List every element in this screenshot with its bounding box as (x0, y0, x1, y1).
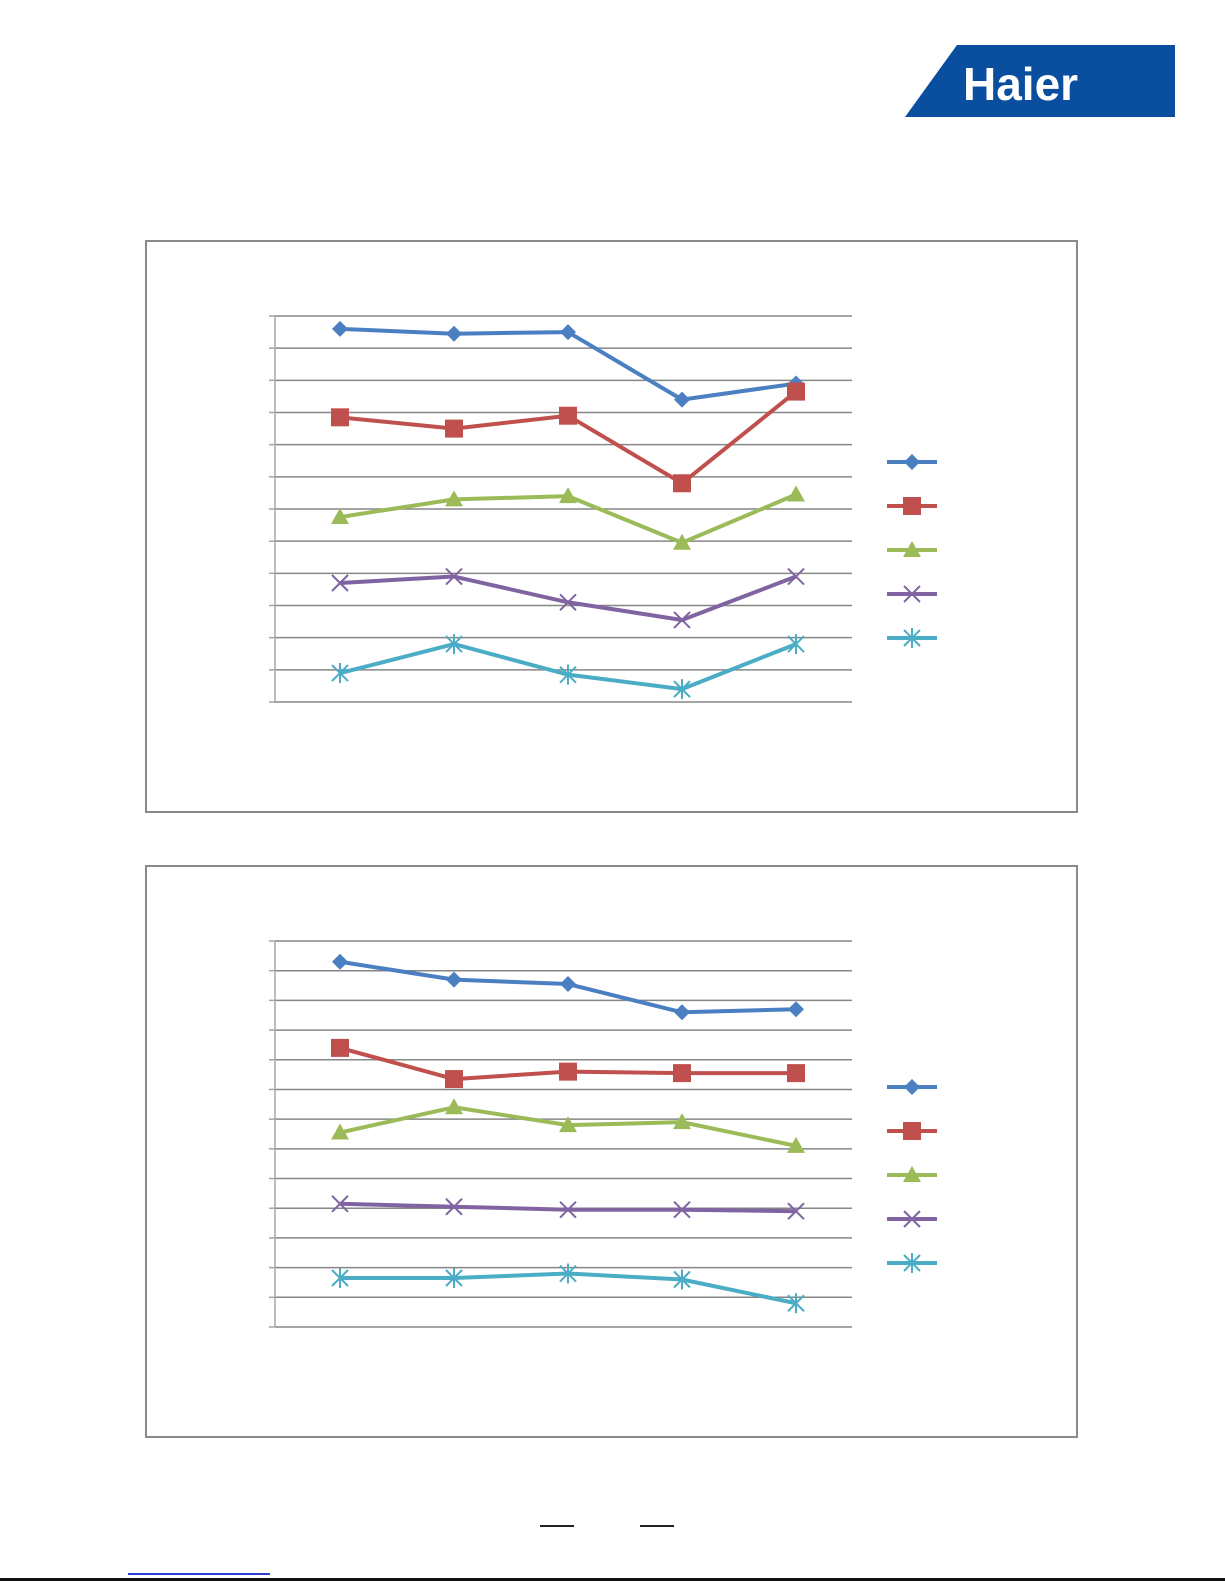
chart-1-series-2-point (331, 408, 349, 427)
chart-1-series-4-point (559, 593, 577, 611)
haier-logo: Haier (905, 45, 1175, 117)
chart-2-series-3-point (331, 1123, 349, 1140)
chart-2-legend-4-marker (903, 1210, 921, 1228)
chart-1-series-2-line (339, 390, 798, 486)
chart-2-series-5-point (331, 1268, 349, 1289)
chart-2-series-5-point (787, 1293, 805, 1314)
chart-2-series-1-point (560, 976, 576, 993)
chart-1-series-2-point (445, 419, 463, 438)
chart-1-legend-2-marker (903, 497, 921, 515)
chart-2-series-3-point (559, 1116, 577, 1133)
chart-1-series-2-point (673, 474, 691, 493)
footer-rule-left (540, 1525, 574, 1527)
chart-2-series-3-point (787, 1136, 805, 1153)
chart-1-series-4-point (331, 574, 349, 592)
chart-1-series-5-point (331, 663, 349, 684)
chart-1-series-2-point (787, 382, 805, 401)
chart-2-series-4-point (559, 1201, 577, 1219)
chart-1-series-3-point (673, 533, 691, 550)
chart-2-legend-2-marker (903, 1122, 921, 1140)
chart-panel-1 (145, 240, 1078, 813)
chart-2-legend-1-marker (904, 1079, 920, 1095)
chart-1-series-4-line (339, 574, 797, 622)
chart-1-series-2-point (559, 406, 577, 425)
chart-1-series-4-point (445, 567, 463, 586)
haier-logo-shape (905, 45, 1175, 117)
chart-2-series-3-point (445, 1098, 463, 1115)
chart-2-series-4-point (673, 1201, 691, 1219)
chart-2-series-1-point (332, 953, 348, 970)
chart-2-series-5-point (673, 1269, 691, 1290)
footer-link-underline (128, 1573, 270, 1575)
chart-2-series-1-point (788, 1001, 804, 1018)
chart-1-legend-3-marker (903, 541, 921, 557)
chart-1-series-3-point (445, 490, 463, 507)
chart-1-series-3-point (787, 485, 805, 502)
chart-1-series-1-point (446, 325, 462, 342)
chart-1-series-5-point (673, 679, 691, 700)
chart-1-series-1-point (674, 391, 690, 408)
chart-2-series-4-point (445, 1198, 463, 1216)
chart-1-series-5-point (787, 634, 805, 655)
chart-1-series-4-point (673, 611, 691, 629)
chart-2-series-1-point (446, 971, 462, 988)
chart-2-legend-3-marker (903, 1166, 921, 1182)
chart-1-legend-1-marker (904, 454, 920, 470)
footer-line (0, 1578, 1225, 1581)
chart-1-series-1-point (332, 320, 348, 337)
chart-2-series-5-point (559, 1263, 577, 1284)
chart-1-legend-4-marker (903, 585, 921, 603)
chart-2-series-2-point (787, 1064, 805, 1083)
chart-1-series-3-point (331, 508, 349, 525)
footer-rule-right (640, 1525, 674, 1527)
chart-panel-2 (145, 865, 1078, 1438)
chart-2-series-2-point (331, 1038, 349, 1057)
chart-1-series-5-point (559, 664, 577, 685)
line-chart-2 (269, 940, 937, 1328)
chart-2-legend-5-marker (903, 1253, 921, 1273)
chart-1-series-5-point (445, 634, 463, 655)
chart-2-series-1-point (674, 1004, 690, 1021)
haier-logo-wordmark: Haier (963, 58, 1078, 110)
chart-1-legend-5-marker (903, 628, 921, 648)
chart-2-series-5-point (445, 1268, 463, 1289)
chart-1-series-4-point (787, 567, 805, 586)
chart-1-series-3-point (559, 487, 577, 504)
chart-2-series-2-point (673, 1064, 691, 1083)
chart-1-series-1-point (560, 324, 576, 341)
chart-2-series-4-point (787, 1202, 805, 1220)
chart-2-series-4-point (331, 1195, 349, 1213)
chart-2-series-2-point (445, 1070, 463, 1089)
chart-2-series-2-point (559, 1062, 577, 1081)
chart-2-series-3-point (673, 1113, 691, 1130)
line-chart-1 (269, 315, 937, 703)
